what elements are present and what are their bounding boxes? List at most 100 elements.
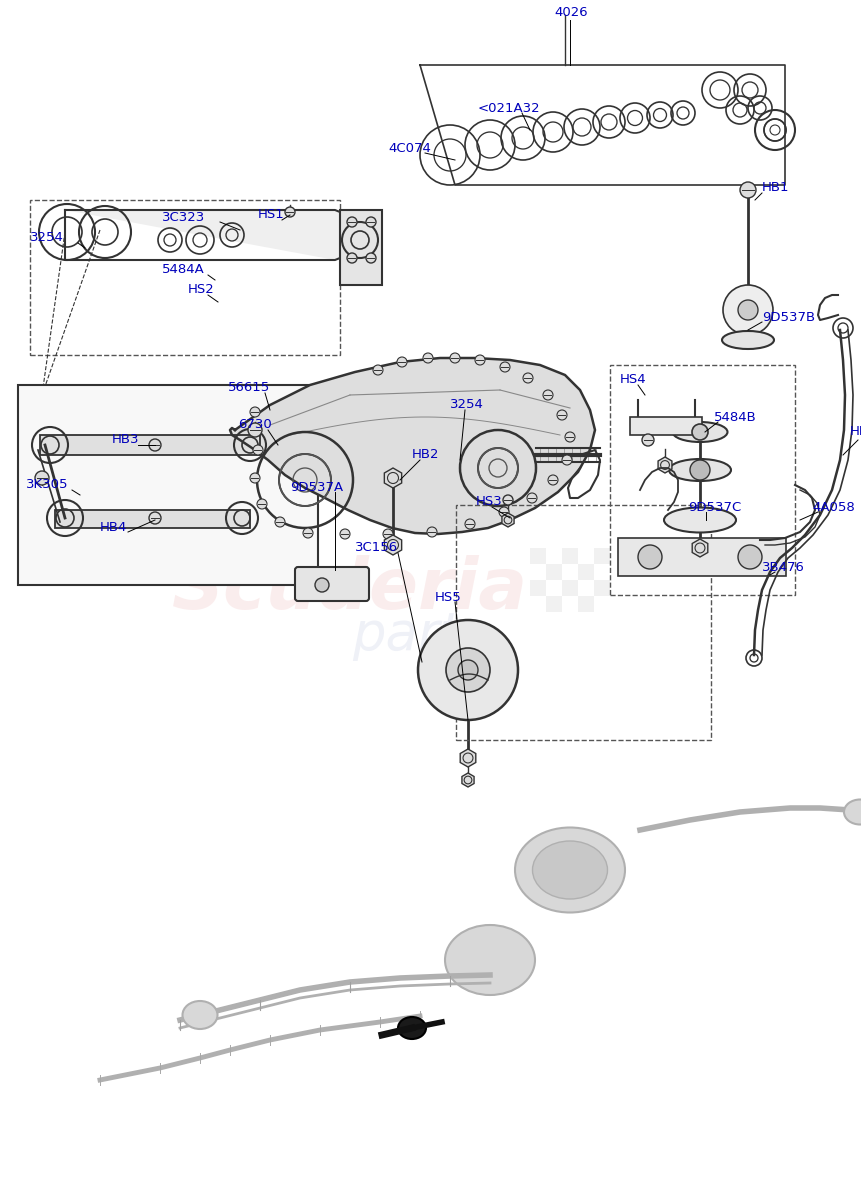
Bar [561, 548, 578, 564]
Circle shape [397, 356, 406, 367]
Circle shape [347, 253, 356, 263]
Ellipse shape [532, 841, 607, 899]
Text: 4C074: 4C074 [387, 142, 430, 155]
Circle shape [499, 362, 510, 372]
Text: HS5: HS5 [435, 592, 461, 605]
Bar [530, 580, 545, 596]
Circle shape [556, 410, 567, 420]
Text: 9D537C: 9D537C [687, 502, 740, 515]
Circle shape [149, 439, 161, 451]
Ellipse shape [722, 331, 773, 349]
Bar [18, 385, 318, 584]
Bar [561, 564, 578, 580]
Text: 56615: 56615 [228, 382, 270, 395]
Text: 5484B: 5484B [713, 412, 756, 425]
Circle shape [373, 365, 382, 374]
Bar [545, 596, 561, 612]
Ellipse shape [183, 1001, 217, 1028]
Bar [530, 596, 545, 612]
Circle shape [366, 253, 375, 263]
Circle shape [275, 517, 285, 527]
Circle shape [457, 660, 478, 680]
Polygon shape [230, 358, 594, 534]
Circle shape [464, 518, 474, 529]
Bar [545, 580, 561, 596]
Ellipse shape [663, 508, 735, 533]
Bar [593, 580, 610, 596]
Bar [629, 416, 701, 434]
Circle shape [250, 407, 260, 416]
Circle shape [637, 545, 661, 569]
Polygon shape [384, 468, 401, 488]
Ellipse shape [514, 828, 624, 912]
Polygon shape [501, 512, 513, 527]
Circle shape [499, 506, 508, 517]
Bar [578, 548, 593, 564]
Circle shape [257, 499, 267, 509]
Text: 5484A: 5484A [162, 264, 205, 276]
Bar [40, 434, 260, 455]
Polygon shape [460, 749, 475, 767]
Circle shape [737, 545, 761, 569]
Circle shape [561, 455, 572, 464]
Ellipse shape [398, 1016, 425, 1039]
Text: HS2: HS2 [188, 283, 214, 296]
Circle shape [418, 620, 517, 720]
Bar [610, 365, 794, 595]
Bar [578, 596, 593, 612]
Bar [545, 548, 561, 564]
Text: 4A058: 4A058 [811, 502, 854, 515]
Polygon shape [65, 210, 360, 260]
Circle shape [314, 578, 329, 592]
Bar [530, 548, 545, 564]
Text: 4026: 4026 [554, 6, 587, 18]
Bar [593, 596, 610, 612]
Circle shape [739, 182, 755, 198]
Polygon shape [384, 535, 401, 554]
Bar [593, 548, 610, 564]
Circle shape [285, 206, 294, 217]
Text: 9D537B: 9D537B [761, 312, 815, 324]
Bar [561, 580, 578, 596]
Text: 3254: 3254 [30, 232, 64, 245]
Text: HN1: HN1 [849, 426, 861, 438]
Text: 3C323: 3C323 [162, 211, 205, 224]
Circle shape [426, 527, 437, 536]
Polygon shape [657, 457, 671, 473]
Bar [578, 564, 593, 580]
Bar [530, 564, 545, 580]
Text: 3K305: 3K305 [26, 479, 68, 492]
Circle shape [691, 424, 707, 440]
Text: HB1: HB1 [761, 181, 789, 194]
Circle shape [449, 353, 460, 362]
Circle shape [523, 373, 532, 383]
Text: parts: parts [351, 608, 487, 661]
Text: Scuderia: Scuderia [171, 556, 528, 624]
Text: HS4: HS4 [619, 373, 646, 386]
Bar [578, 580, 593, 596]
Bar [55, 510, 250, 528]
Text: <021A32: <021A32 [478, 102, 540, 114]
Text: 3B476: 3B476 [761, 562, 804, 575]
Circle shape [689, 460, 709, 480]
Bar [30, 200, 339, 355]
Circle shape [149, 512, 161, 524]
Circle shape [526, 493, 536, 503]
Circle shape [474, 355, 485, 365]
Circle shape [366, 217, 375, 227]
Bar [545, 564, 561, 580]
Ellipse shape [668, 458, 730, 481]
Circle shape [445, 648, 489, 692]
Ellipse shape [843, 799, 861, 824]
Bar [593, 564, 610, 580]
Circle shape [503, 494, 512, 505]
Circle shape [35, 470, 49, 485]
Circle shape [548, 475, 557, 485]
Text: HS1: HS1 [257, 209, 284, 222]
Circle shape [303, 528, 313, 538]
Polygon shape [691, 539, 707, 557]
Circle shape [423, 353, 432, 362]
Circle shape [253, 445, 263, 455]
Polygon shape [461, 773, 474, 787]
Circle shape [641, 434, 653, 446]
